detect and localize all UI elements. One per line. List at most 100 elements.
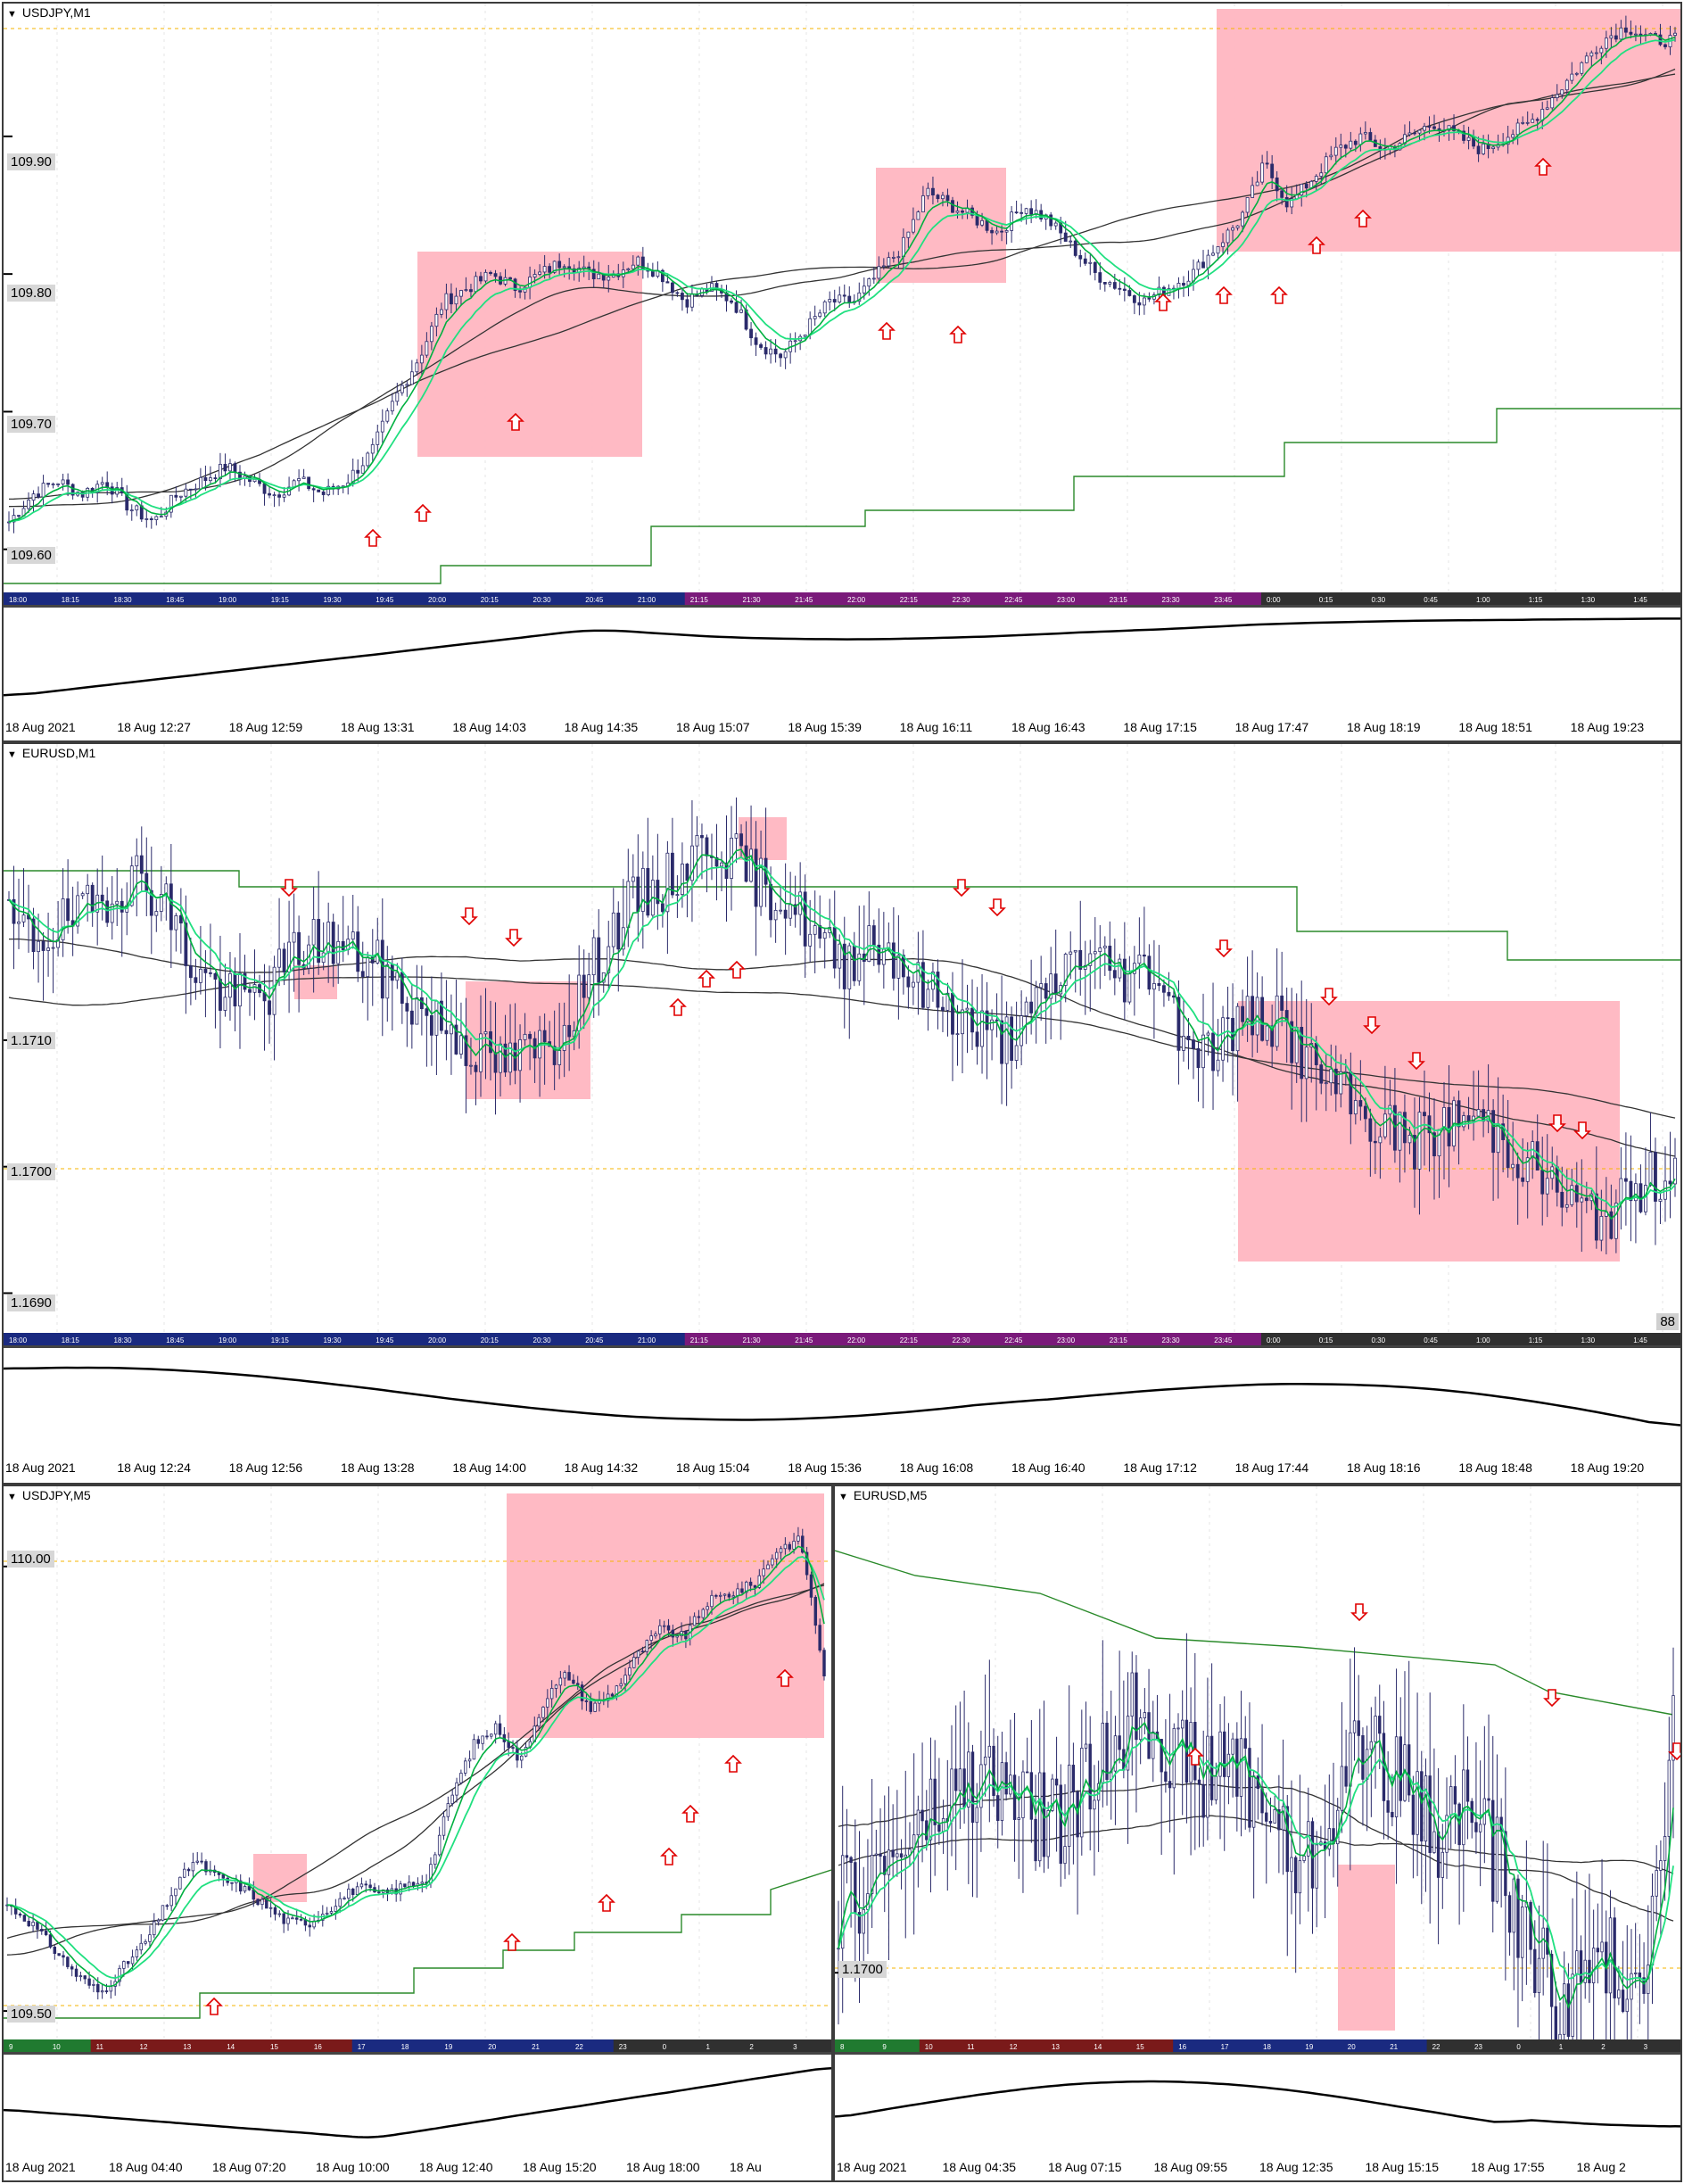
candle-body — [66, 1956, 70, 1967]
session-label: 20:15 — [481, 596, 499, 604]
buy-arrow-icon — [598, 1893, 615, 1912]
candle-body — [83, 1975, 87, 1980]
indicator-separator[interactable] — [835, 2052, 1680, 2055]
candle-body — [1201, 1783, 1205, 1818]
candle-body — [1176, 1727, 1180, 1730]
indicator-separator[interactable] — [4, 605, 1680, 608]
candle-body — [479, 1033, 483, 1072]
candle-body — [61, 479, 65, 484]
session-label: 19:45 — [376, 596, 394, 604]
candle-body — [1197, 1779, 1201, 1785]
session-label: 10 — [925, 2043, 933, 2051]
candle-body — [1655, 1870, 1658, 1897]
candle-body — [1302, 1855, 1306, 1861]
candle-body — [1127, 290, 1132, 296]
candle-body — [1537, 1957, 1541, 1993]
candle-body — [1361, 1735, 1365, 1780]
candle-body — [958, 1768, 962, 1791]
candle-body — [1555, 94, 1559, 98]
oscillator-chart — [4, 617, 1680, 697]
candle-body — [801, 1535, 805, 1553]
candle-body — [1112, 970, 1117, 979]
collapse-triangle-icon[interactable]: ▼ — [838, 1492, 848, 1502]
candle-body — [1495, 1816, 1499, 1902]
chart-panel-eurusd-m1[interactable]: ▼ EURUSD,M1 1.1710 1.1700 1.1690 88 18:00… — [2, 742, 1682, 1485]
candle-body — [90, 884, 95, 913]
session-block — [213, 1333, 267, 1345]
long-moving-average — [838, 1783, 1674, 1922]
candle-body — [380, 420, 384, 433]
candle-body — [1329, 154, 1333, 158]
candle-body — [685, 864, 689, 881]
candle-body — [739, 833, 743, 847]
candle-body — [454, 1024, 458, 1055]
candle-body — [1411, 1794, 1416, 1835]
candle-body — [665, 281, 670, 284]
candle-body — [562, 266, 566, 269]
candle-body — [731, 1595, 735, 1598]
candle-body — [1407, 132, 1412, 136]
candle-body — [195, 1860, 199, 1863]
price-chart[interactable] — [4, 744, 1680, 1333]
collapse-triangle-icon[interactable]: ▼ — [7, 1492, 17, 1502]
candle-body — [1270, 1025, 1275, 1047]
time-label: 18 Au — [730, 2160, 762, 2174]
session-block — [90, 2039, 136, 2052]
session-label: 0:00 — [1267, 1336, 1281, 1344]
candle-body — [1281, 1806, 1285, 1831]
price-chart[interactable] — [4, 4, 1680, 592]
buy-arrow-icon — [949, 325, 967, 343]
candle-body — [1216, 246, 1220, 254]
candle-body — [1135, 1672, 1138, 1741]
session-block — [1426, 2039, 1470, 2052]
candle-body — [109, 1985, 113, 1992]
price-chart[interactable] — [835, 1486, 1680, 2039]
collapse-triangle-icon[interactable]: ▼ — [7, 9, 17, 20]
candle-body — [1349, 140, 1353, 149]
session-block — [999, 1333, 1052, 1345]
candle-body — [1046, 1810, 1050, 1857]
candle-body — [1339, 145, 1343, 148]
session-block — [999, 592, 1052, 605]
chart-panel-usdjpy-m5[interactable]: ▼ USDJPY,M5 110.00 109.50 9 10 11 12 13 14 15 16… — [2, 1485, 833, 2182]
candle-body — [144, 1940, 147, 1944]
candle-body — [1000, 1762, 1004, 1822]
chart-panel-usdjpy-m1[interactable]: ▼ USDJPY,M1 109.90 109.80 109.70 109.60 1… — [2, 2, 1682, 742]
session-label: 0:15 — [1319, 596, 1333, 604]
sell-arrow-icon — [1215, 939, 1233, 958]
session-block — [1209, 592, 1262, 605]
candle-body — [1063, 954, 1068, 986]
session-block — [423, 592, 476, 605]
candle-body — [493, 273, 498, 277]
buy-arrow-icon — [681, 1804, 699, 1823]
candle-body — [1343, 145, 1348, 149]
session-block — [1300, 2039, 1343, 2052]
candle-body — [1152, 1731, 1155, 1759]
candle-body — [1358, 133, 1363, 145]
candle-body — [433, 1854, 437, 1866]
candle-body — [1580, 1197, 1584, 1203]
candle-body — [730, 300, 733, 303]
candle-body — [1550, 97, 1555, 109]
candle-body — [174, 1888, 177, 1897]
time-label: 18 Aug 13:28 — [341, 1460, 415, 1475]
time-label: 18 Aug 12:35 — [1259, 2160, 1333, 2174]
price-chart[interactable] — [4, 1486, 831, 2039]
indicator-separator[interactable] — [4, 1345, 1680, 1348]
collapse-triangle-icon[interactable]: ▼ — [7, 749, 17, 760]
session-block — [177, 2039, 223, 2052]
candle-body — [1344, 1766, 1348, 1787]
candle-body — [1223, 1731, 1226, 1777]
candle-body — [476, 1739, 481, 1744]
candle-body — [1206, 1735, 1209, 1818]
session-block — [1471, 1333, 1524, 1345]
session-label: 9 — [9, 2043, 13, 2051]
session-label: 20 — [1348, 2043, 1356, 2051]
chart-panel-eurusd-m5[interactable]: ▼ EURUSD,M5 1.1700 8 9 10 11 12 13 14 15 16 17 18 19… — [833, 1485, 1682, 2182]
candle-body — [115, 487, 120, 495]
candle-body — [520, 1755, 524, 1761]
candle-body — [926, 989, 930, 1008]
session-label: 2 — [749, 2043, 754, 2051]
indicator-separator[interactable] — [4, 2052, 831, 2055]
candle-body — [359, 1883, 364, 1888]
